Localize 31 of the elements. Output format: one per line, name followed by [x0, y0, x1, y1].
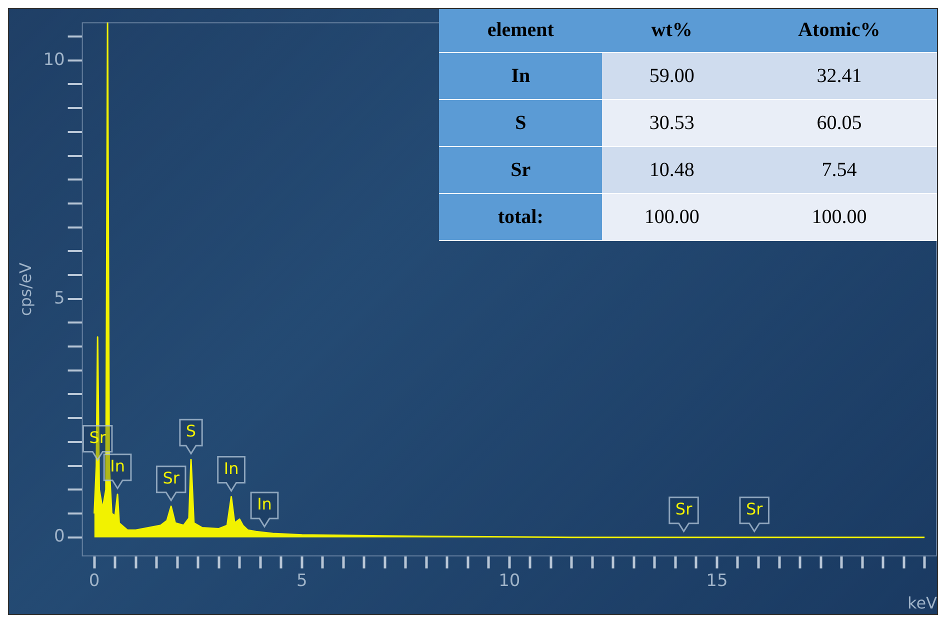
- text: 100.00: [812, 206, 867, 228]
- text: 7.54: [822, 158, 857, 180]
- annotation: Sr: [746, 499, 764, 518]
- annotation: In: [257, 494, 272, 514]
- text: 32.41: [816, 64, 862, 86]
- y-tick-label: 0: [54, 526, 65, 547]
- annotation: Sr: [675, 499, 693, 518]
- annotation: In: [110, 456, 125, 476]
- text: 59.00: [649, 64, 694, 86]
- x-tick-label: 15: [706, 571, 728, 592]
- annotation: In: [224, 458, 239, 478]
- text: 60.05: [816, 112, 862, 134]
- category-label: total:: [498, 206, 544, 228]
- annotation: Sr: [162, 468, 180, 488]
- y-tick-label: 5: [54, 288, 65, 308]
- category-label: element: [439, 9, 602, 52]
- category-label: wt%: [602, 9, 742, 52]
- y-axis-title: cps/eV: [16, 262, 35, 316]
- category-label: Atomic%: [741, 9, 937, 52]
- text: 100.00: [644, 206, 700, 228]
- x-tick-label: 0: [88, 571, 100, 592]
- x-tick-label: 5: [296, 571, 308, 592]
- text: 30.53: [649, 112, 694, 134]
- annotation: S: [186, 422, 196, 441]
- category-label: S: [515, 112, 526, 134]
- x-tick-label: 10: [498, 571, 520, 592]
- x-axis-title: keV: [908, 594, 938, 613]
- y-tick-label: 10: [43, 50, 65, 70]
- category-label: Sr: [510, 158, 531, 180]
- text: 10.48: [649, 158, 694, 180]
- category-label: In: [511, 64, 530, 86]
